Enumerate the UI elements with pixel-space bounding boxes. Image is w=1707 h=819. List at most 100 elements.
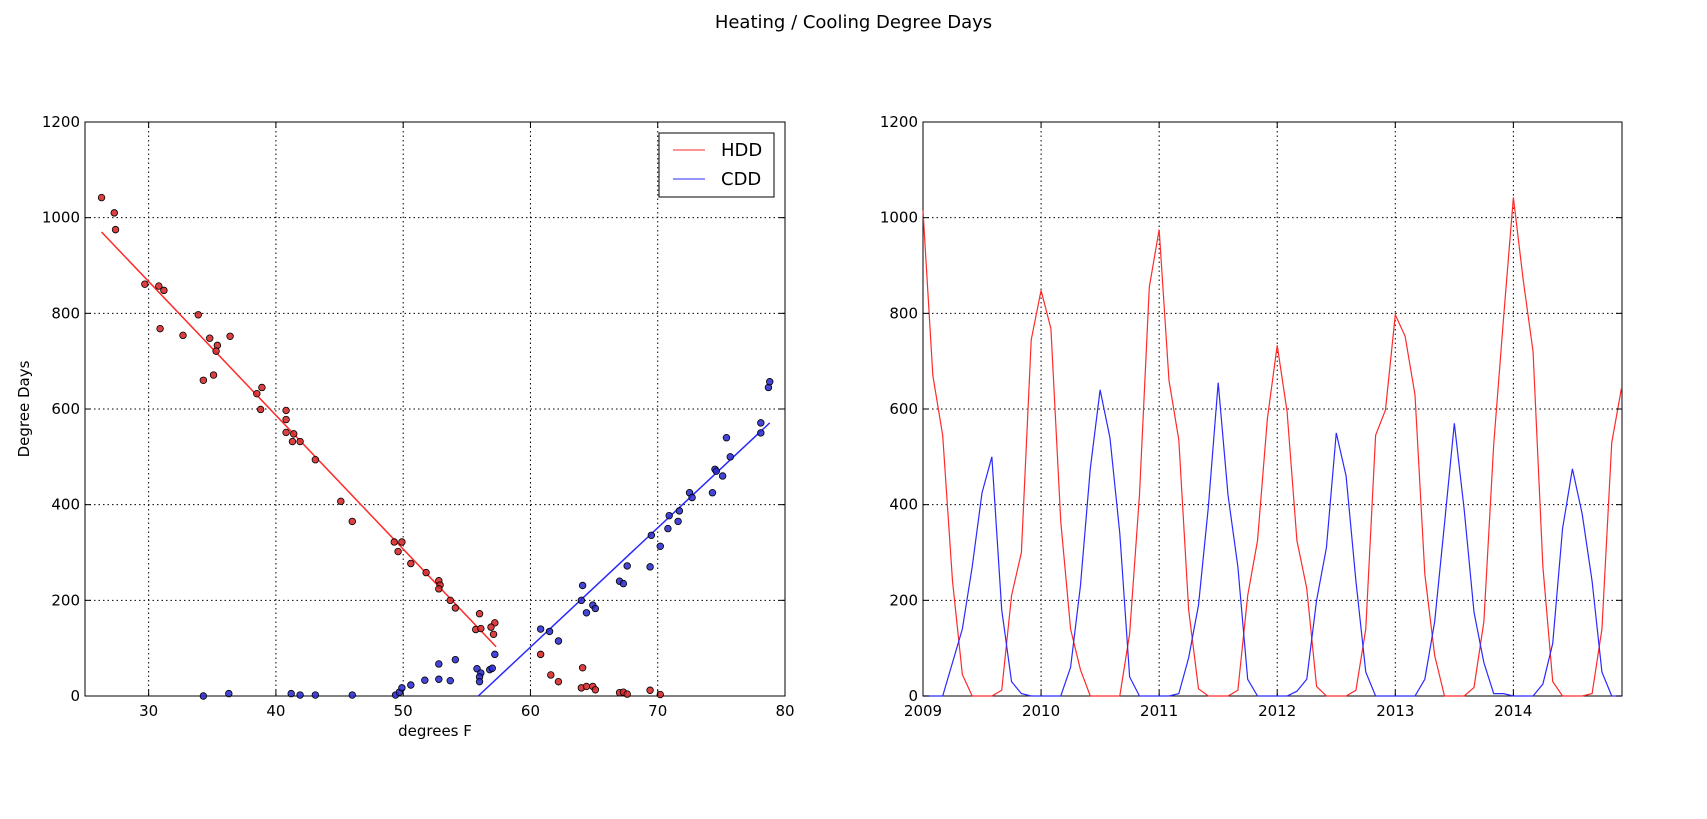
timeseries-x-ticks: 2009 2010 2011 2012 2013 2014 xyxy=(904,122,1532,720)
timeseries-lines xyxy=(922,197,1623,697)
scatter-point-hdd xyxy=(311,456,320,464)
scatter-point-hdd xyxy=(212,347,220,355)
timeseries-x-tick-label: 2013 xyxy=(1376,702,1414,720)
scatter-point-cdd xyxy=(619,579,628,588)
timeseries-y-tick-label: 200 xyxy=(889,591,918,609)
scatter-point-hdd xyxy=(282,428,290,437)
scatter-point-cdd xyxy=(407,681,415,689)
scatter-point-cdd xyxy=(536,625,545,633)
scatter-x-tick-label: 70 xyxy=(648,702,667,720)
timeseries-plot-grid xyxy=(923,122,1622,696)
scatter-point-hdd xyxy=(646,686,654,694)
scatter-point-cdd xyxy=(578,581,587,590)
scatter-point-cdd xyxy=(646,563,654,571)
scatter-point-hdd xyxy=(547,671,555,679)
scatter-point-hdd xyxy=(288,437,297,446)
scatter-point-hdd xyxy=(337,497,345,506)
scatter-point-hdd xyxy=(209,371,218,379)
scatter-point-hdd xyxy=(253,389,261,398)
scatter-point-hdd xyxy=(489,630,498,638)
scatter-point-hdd xyxy=(487,623,495,631)
scatter-point-cdd xyxy=(398,684,406,692)
scatter-point-hdd xyxy=(282,415,290,424)
scatter-x-ticks: 30 40 50 60 70 80 xyxy=(139,122,795,720)
timeseries-y-ticks: 0 200 400 600 800 1000 1200 xyxy=(880,113,1622,705)
scatter-point-cdd xyxy=(623,562,631,570)
scatter-point-hdd xyxy=(407,559,415,568)
scatter-point-hdd xyxy=(199,376,208,384)
scatter-point-hdd xyxy=(141,280,149,288)
scatter-y-tick-label: 200 xyxy=(51,591,80,609)
scatter-point-cdd xyxy=(545,627,554,636)
scatter-point-cdd xyxy=(675,507,684,515)
scatter-point-hdd xyxy=(536,650,545,659)
scatter-point-hdd xyxy=(160,286,168,295)
scatter-point-cdd xyxy=(554,637,563,645)
timeseries-x-tick-label: 2011 xyxy=(1140,702,1178,720)
series-line-hdd xyxy=(922,197,1623,697)
scatter-point-cdd xyxy=(491,650,499,659)
scatter-y-tick-label: 600 xyxy=(51,400,80,418)
scatter-point-cdd xyxy=(674,517,682,526)
scatter-y-tick-label: 0 xyxy=(70,687,80,705)
fit-line-cdd xyxy=(477,422,771,697)
scatter-point-cdd xyxy=(718,472,727,480)
scatter-point-hdd xyxy=(398,538,406,546)
scatter-point-cdd xyxy=(488,664,496,672)
scatter-point-hdd xyxy=(194,311,202,319)
scatter-point-hdd xyxy=(282,406,290,415)
scatter-point-hdd xyxy=(554,677,563,686)
legend: HDD CDD xyxy=(658,132,775,198)
timeseries-x-tick-label: 2009 xyxy=(904,702,942,720)
scatter-point-cdd xyxy=(225,689,233,698)
scatter-point-cdd xyxy=(647,531,656,539)
scatter-point-hdd xyxy=(206,334,214,342)
scatter-point-cdd xyxy=(582,609,591,617)
scatter-point-hdd xyxy=(156,324,164,333)
timeseries-plot: 2009 2010 2011 2012 2013 2014 0 200 400 600 800 10… xyxy=(880,113,1623,720)
scatter-point-cdd xyxy=(287,689,295,698)
scatter-point-hdd xyxy=(256,405,265,414)
scatter-point-cdd xyxy=(664,524,672,533)
scatter-y-ticks: 0 200 400 600 800 1000 1200 xyxy=(42,113,785,705)
scatter-x-tick-label: 30 xyxy=(139,702,158,720)
scatter-point-hdd xyxy=(111,225,120,234)
scatter-y-tick-label: 1000 xyxy=(42,209,80,227)
scatter-point-cdd xyxy=(726,453,734,461)
scatter-point-cdd xyxy=(757,419,765,427)
scatter-y-tick-label: 400 xyxy=(51,496,80,514)
scatter-point-cdd xyxy=(199,692,208,700)
scatter-point-hdd xyxy=(623,690,631,698)
scatter-point-cdd xyxy=(591,604,600,613)
scatter-point-hdd xyxy=(475,610,484,618)
scatter-point-hdd xyxy=(296,437,304,446)
scatter-point-hdd xyxy=(656,690,664,699)
scatter-point-hdd xyxy=(451,604,460,612)
timeseries-y-tick-label: 1000 xyxy=(880,209,918,227)
scatter-point-cdd xyxy=(311,691,320,699)
scatter-points xyxy=(97,193,774,700)
scatter-point-hdd xyxy=(179,331,187,340)
timeseries-x-tick-label: 2012 xyxy=(1258,702,1296,720)
scatter-point-cdd xyxy=(435,675,443,683)
scatter-point-hdd xyxy=(110,209,118,217)
scatter-point-hdd xyxy=(97,193,106,202)
scatter-y-axis-label: Degree Days xyxy=(15,360,33,457)
series-line-cdd xyxy=(923,382,1622,697)
scatter-point-cdd xyxy=(656,542,664,550)
scatter-point-cdd xyxy=(766,378,774,386)
scatter-plot: 30 40 50 60 70 80 0 200 400 600 800 1000 1200 degre… xyxy=(15,113,795,740)
scatter-point-cdd xyxy=(421,676,429,684)
scatter-point-cdd xyxy=(296,691,304,699)
scatter-point-cdd xyxy=(435,660,443,668)
scatter-point-hdd xyxy=(348,517,356,526)
timeseries-x-tick-label: 2014 xyxy=(1494,702,1532,720)
scatter-point-cdd xyxy=(451,655,460,664)
scatter-point-hdd xyxy=(422,568,430,577)
scatter-point-hdd xyxy=(582,682,591,691)
scatter-point-cdd xyxy=(475,677,484,686)
scatter-x-tick-label: 60 xyxy=(521,702,540,720)
scatter-y-tick-label: 800 xyxy=(51,304,80,322)
